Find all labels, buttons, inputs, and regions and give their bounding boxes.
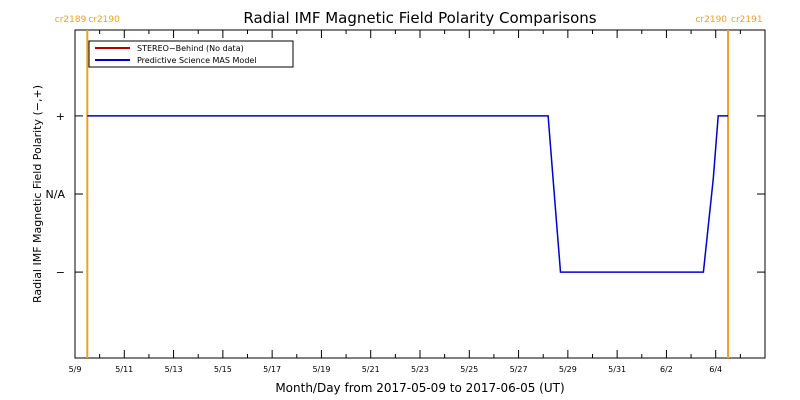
carrington-label: cr2191	[731, 15, 763, 25]
y-axis-ticks: + N/A −	[46, 110, 765, 279]
x-tick-label: 5/17	[263, 365, 281, 374]
carrington-rotation-labels: cr2189 cr2190 cr2190 cr2191	[55, 15, 763, 25]
x-tick-label: 5/25	[460, 365, 478, 374]
x-tick-label: 6/2	[660, 365, 673, 374]
carrington-label: cr2189	[55, 15, 87, 25]
legend: STEREO−Behind (No data) Predictive Scien…	[88, 40, 294, 68]
x-tick-label: 5/29	[559, 365, 577, 374]
y-tick-label: N/A	[46, 188, 66, 201]
x-tick-label: 5/11	[115, 365, 133, 374]
x-tick-label: 5/27	[510, 365, 528, 374]
carrington-label: cr2190	[695, 15, 727, 25]
series-lines	[87, 115, 728, 273]
legend-box	[88, 40, 294, 68]
carrington-rotation-lines	[86, 30, 730, 358]
x-tick-label: 5/31	[608, 365, 626, 374]
x-axis-label: Month/Day from 2017-05-09 to 2017-06-05 …	[275, 381, 564, 395]
y-tick-label: +	[56, 110, 65, 123]
legend-label-mas-model: Predictive Science MAS Model	[137, 56, 257, 65]
chart-title: Radial IMF Magnetic Field Polarity Compa…	[243, 9, 596, 27]
carrington-label: cr2190	[88, 15, 120, 25]
x-axis-ticks: 5/9 5/11 5/13 5/15 5/17 5/19 5/21 5/23 5/25 5/27 5…	[69, 30, 766, 374]
legend-label-stereo-behind: STEREO−Behind (No data)	[137, 44, 244, 53]
series-line-mas-model	[87, 115, 728, 273]
x-tick-label: 5/9	[69, 365, 82, 374]
x-tick-label: 5/13	[165, 365, 183, 374]
x-tick-label: 5/23	[411, 365, 429, 374]
x-tick-label: 5/19	[312, 365, 330, 374]
y-tick-label: −	[56, 266, 65, 279]
y-axis-label: Radial IMF Magnetic Field Polarity (−,+)	[31, 85, 44, 303]
x-tick-label: 5/15	[214, 365, 232, 374]
x-tick-label: 5/21	[362, 365, 380, 374]
x-tick-label: 6/4	[709, 365, 722, 374]
